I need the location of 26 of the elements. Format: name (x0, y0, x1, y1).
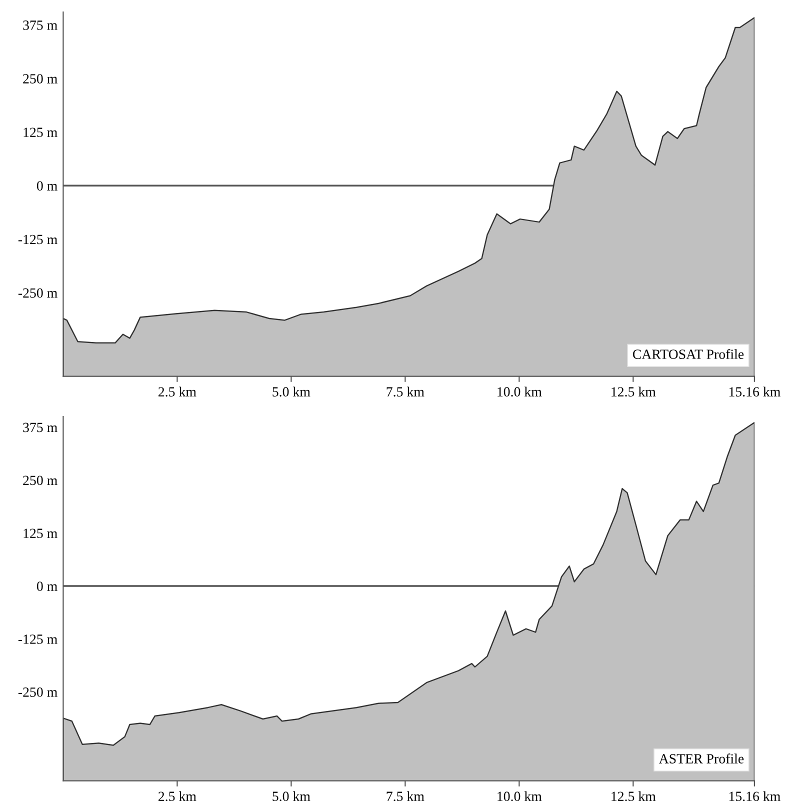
x-tick-label: 10.0 km (498, 791, 542, 802)
y-tick-label: 250 m (23, 74, 58, 84)
y-tick-label: -250 m (18, 687, 58, 697)
x-tick-label: 15.16 km (729, 791, 780, 802)
y-tick-label: -125 m (18, 634, 58, 644)
x-tick-label: 12.5 km (612, 386, 656, 397)
annotation: CARTOSAT Profile (632, 349, 744, 359)
x-tick-label: 2.5 km (158, 386, 196, 397)
y-tick-label: 250 m (23, 476, 58, 486)
x-tick-label: 7.5 km (386, 386, 424, 397)
y-tick-label: 125 m (24, 528, 58, 538)
x-tick-label: 15.16 km (729, 386, 780, 397)
y-tick-label: 375 m (23, 20, 58, 30)
y-tick-label: 375 m (23, 422, 58, 432)
x-tick-label: 2.5 km (158, 791, 196, 802)
x-tick-label: 5.0 km (272, 791, 310, 802)
y-tick-label: -250 m (18, 288, 58, 298)
x-tick-label: 10.0 km (498, 386, 542, 397)
y-tick-label: 0 m (36, 181, 58, 191)
y-tick-label: 125 m (24, 128, 58, 138)
x-tick-label: 12.5 km (612, 791, 656, 802)
annotation: ASTER Profile (658, 754, 744, 764)
y-tick-label: -125 m (18, 234, 58, 244)
y-tick-label: 0 m (36, 582, 58, 591)
x-tick-label: 7.5 km (386, 791, 424, 802)
x-tick-label: 5.0 km (272, 386, 310, 397)
